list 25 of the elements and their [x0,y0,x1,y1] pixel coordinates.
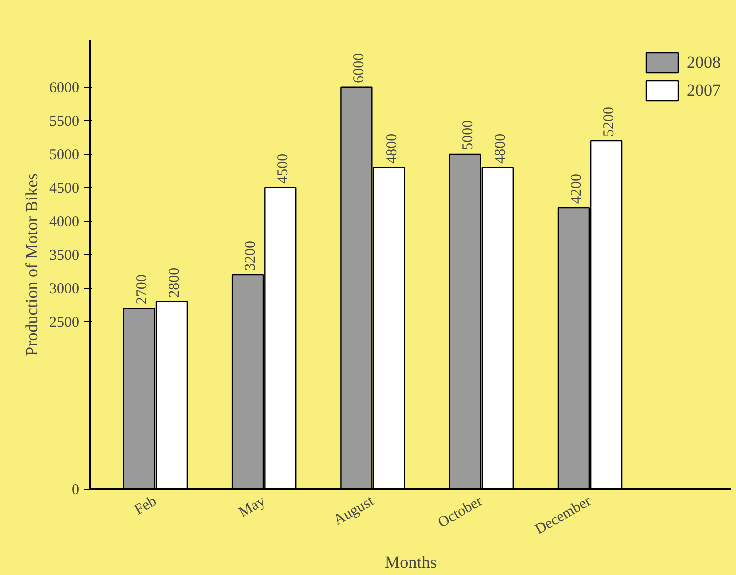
data-label: 4200 [568,174,585,204]
data-label: 5000 [460,120,476,150]
x-tick-label: Feb [132,494,160,519]
y-tick-label: 3500 [50,248,80,264]
x-tick-label: May [236,493,269,522]
data-label: 2700 [134,274,150,305]
y-tick-label: 3000 [50,281,80,298]
y-tick-label: 5500 [50,114,80,130]
data-label: 3200 [243,241,260,272]
legend-label: 2008 [687,52,721,72]
y-tick-label: 6000 [50,80,80,96]
x-axis-title: Months [385,553,437,572]
y-tick-label: 5000 [50,147,80,164]
legend-label: 2007 [687,80,721,100]
data-label: 4800 [384,134,400,164]
data-label: 4800 [492,134,509,164]
y-tick-label: 2500 [50,314,80,331]
data-label: 2800 [166,268,183,298]
y-tick-label: 4500 [50,180,80,197]
data-label: 4500 [276,154,292,184]
y-tick-label: 4000 [50,214,80,230]
y-tick-label: 0 [72,482,80,498]
data-label: 5200 [602,107,618,138]
data-label: 6000 [352,53,368,84]
y-axis-title: Production of Motor Bikes [22,174,42,356]
